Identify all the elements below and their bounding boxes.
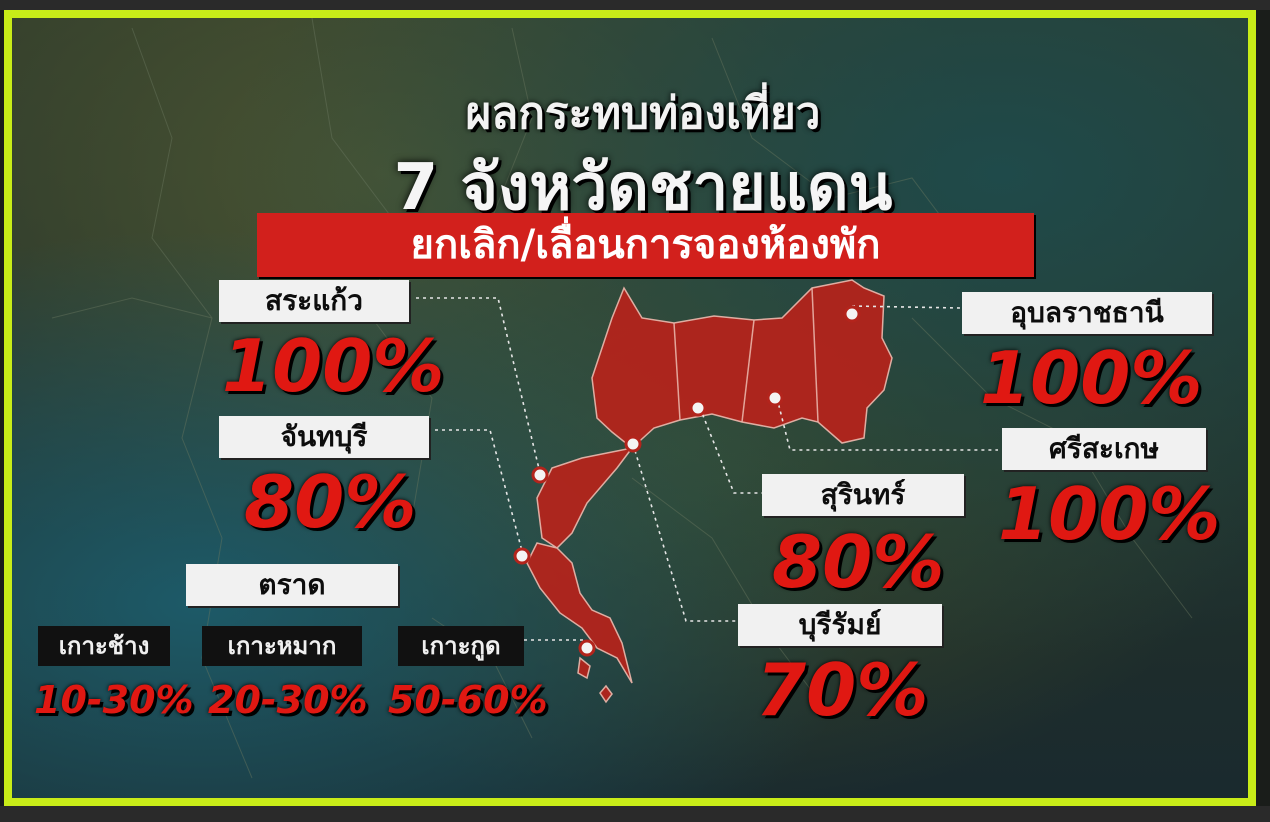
value-sisaket: 100% — [998, 472, 1221, 556]
label-koh-chang: เกาะช้าง — [38, 626, 170, 666]
infographic-frame: ผลกระทบท่องเที่ยว 7 จังหวัดชายแดน ยกเลิก… — [4, 10, 1256, 806]
pin-surin — [689, 399, 707, 417]
value-koh-chang: 10-30% — [34, 678, 194, 722]
pin-buriram — [624, 435, 642, 453]
value-koh-kood: 50-60% — [388, 678, 548, 722]
pin-chanthaburi — [513, 547, 531, 565]
value-sa-kaeo: 100% — [222, 324, 445, 408]
thailand-map-graphic — [51, 18, 1193, 779]
pin-sa-kaeo — [531, 466, 549, 484]
value-buriram: 70% — [756, 648, 929, 732]
label-buriram: บุรีรัมย์ — [738, 604, 942, 646]
label-ubon-ratchathani: อุบลราชธานี — [962, 292, 1212, 334]
top-strip — [0, 0, 1270, 10]
pin-koh-kood — [578, 639, 596, 657]
pin-sisaket — [766, 389, 784, 407]
leader-lines — [416, 297, 998, 641]
pin-ubon — [843, 305, 861, 323]
subtitle-banner: ยกเลิก/เลื่อนการจองห้องพัก — [257, 213, 1034, 277]
label-koh-kood: เกาะกูด — [398, 626, 524, 666]
label-sisaket: ศรีสะเกษ — [1002, 428, 1206, 470]
label-koh-mak: เกาะหมาก — [202, 626, 362, 666]
label-chanthaburi: จันทบุรี — [219, 416, 429, 458]
value-koh-mak: 20-30% — [208, 678, 368, 722]
title-line-2: 7 จังหวัดชายแดน — [393, 151, 893, 225]
value-ubon-ratchathani: 100% — [980, 336, 1203, 420]
label-sa-kaeo: สระแก้ว — [219, 280, 409, 322]
value-surin: 80% — [772, 520, 945, 604]
bottom-strip — [0, 806, 1270, 822]
location-pins — [513, 305, 861, 657]
label-trat: ตราด — [186, 564, 398, 606]
value-chanthaburi: 80% — [244, 460, 417, 544]
title-line-1: ผลกระทบท่องเที่ยว — [465, 88, 821, 139]
label-surin: สุรินทร์ — [762, 474, 964, 516]
